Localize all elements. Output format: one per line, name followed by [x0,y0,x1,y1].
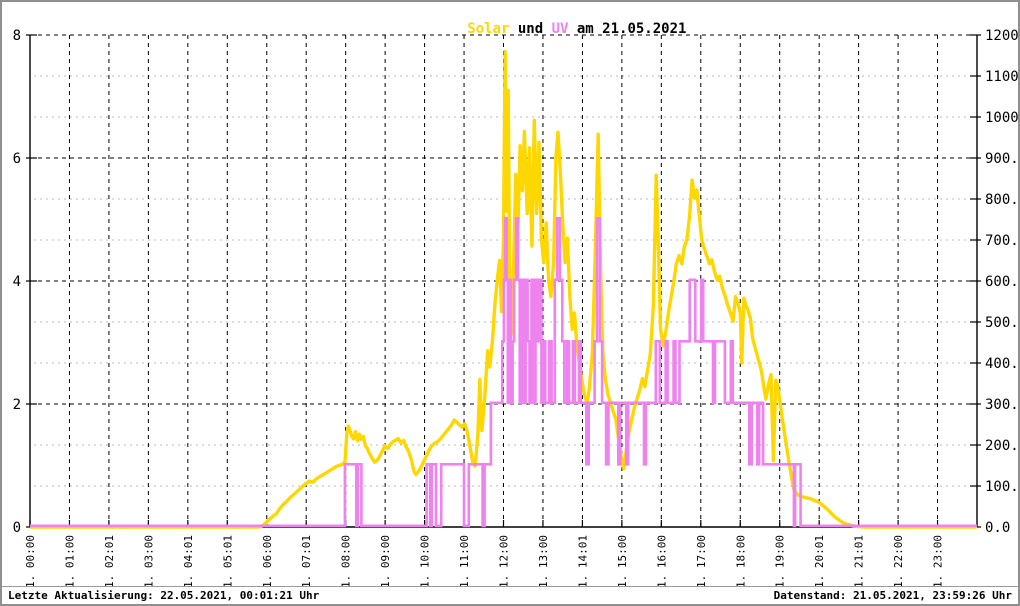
right-axis-label: 0.0 [985,520,1010,536]
x-axis-label: 21. 08:00 [340,535,353,587]
x-axis-label: 21. 13:00 [537,535,550,587]
x-axis-label: 21. 00:00 [24,535,37,587]
solar-uv-plot-area: 0 2 4 6 8 1200 1100 1000 900.0 800.0 700.0 600.0 500… [13,28,1020,587]
x-axis-label: 21. 21:01 [853,535,866,587]
data-timestamp-text: Datenstand: 21.05.2021, 23:59:26 Uhr [773,589,1012,602]
title-segment-date: am 21.05.2021 [568,21,687,37]
chart-title: Solar und UV am 21.05.2021 [112,5,1008,53]
uv-series-line [30,217,977,528]
x-axis-label: 21. 10:00 [419,535,432,587]
right-axis-label: 600.0 [985,274,1020,290]
right-axis-label: 300.0 [985,397,1020,413]
x-axis-label: 21. 18:00 [734,535,747,587]
right-axis-label: 1000 [985,110,1019,126]
solar-series-line [30,49,977,529]
x-axis-label: 21. 07:01 [300,535,313,587]
left-axis-label: 4 [13,274,21,290]
title-segment-und: und [509,21,552,37]
right-axis-label: 200.0 [985,438,1020,454]
right-axis-label: 900.0 [985,151,1020,167]
right-axis-label: 700.0 [985,233,1020,249]
x-axis-label: 21. 05:01 [221,535,234,587]
left-axis-label: 6 [13,151,21,167]
x-axis-label: 21. 22:00 [892,535,905,587]
x-axis-label: 21. 12:00 [498,535,511,587]
left-axis-label: 8 [13,28,21,44]
right-axis-label: 500.0 [985,315,1020,331]
x-axis-label: 21. 20:01 [813,535,826,587]
x-axis-label: 21. 02:01 [103,535,116,587]
x-axis-label: 21. 04:01 [182,535,195,587]
x-axis-label: 21. 03:00 [142,535,155,587]
x-axis-label: 21. 16:00 [655,535,668,587]
right-axis-label: 1200 [985,28,1019,44]
x-axis-label: 21. 06:00 [261,535,274,587]
last-update-text: Letzte Aktualisierung: 22.05.2021, 00:01… [8,589,320,602]
x-axis-label: 21. 09:00 [379,535,392,587]
right-axis-label: 100.0 [985,479,1020,495]
left-axis-label: 2 [13,397,21,413]
title-segment-uv: UV [551,21,569,37]
right-axis-label: 1100 [985,69,1019,85]
x-axis-label: 21. 19:00 [774,535,787,587]
footer-separator [2,586,1018,587]
x-axis-label: 21. 15:00 [616,535,629,587]
right-axis-label: 800.0 [985,192,1020,208]
x-axis-label: 21. 11:00 [458,535,471,587]
right-axis-label: 400.0 [985,356,1020,372]
left-axis-label: 0 [13,520,21,536]
x-axis-label: 21. 23:00 [932,535,945,587]
x-axis-label: 21. 14:01 [576,535,589,587]
x-axis-label: 21. 17:00 [695,535,708,587]
x-axis-label: 21. 01:00 [63,535,76,587]
title-segment-solar: Solar [467,21,510,37]
